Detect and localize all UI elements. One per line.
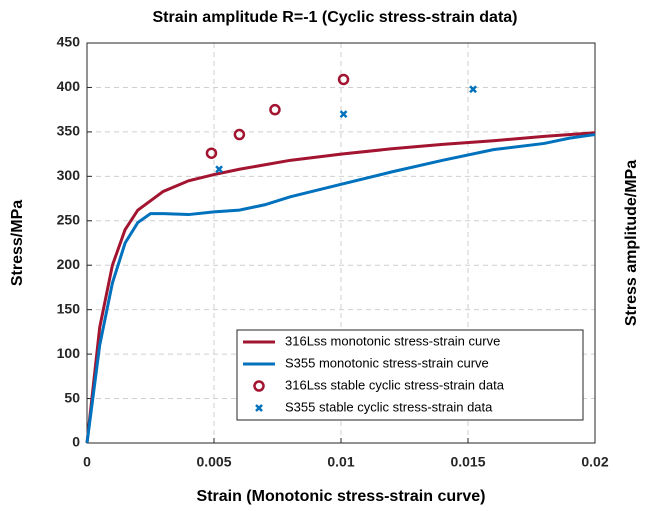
line [85,131,596,444]
x-tick-label: 0.015 [450,454,485,470]
y-tick-label: 450 [57,34,81,50]
marker [339,110,348,118]
y-tick-label: 0 [72,434,80,450]
legend-label: S355 stable cyclic stress-strain data [285,399,493,414]
line [85,133,596,444]
x-tick-label: 0 [83,454,91,470]
y-tick-label: 100 [57,345,81,361]
y-tick-label: 250 [57,211,81,227]
marker [205,147,218,159]
y-tick-label: 300 [57,167,81,183]
x-tick-label: 0.005 [196,454,231,470]
y-axis-label: Stress/MPa [9,200,26,286]
marker [337,73,350,86]
chart-title: Strain amplitude R=-1 (Cyclic stress-str… [153,9,518,26]
legend-swatch [255,404,263,412]
legend-label: 316Lss monotonic stress-strain curve [285,333,500,348]
x-tick-label: 0.01 [327,454,354,470]
legend-label: S355 monotonic stress-strain curve [285,355,489,370]
y-tick-label: 50 [64,389,80,405]
y-tick-label: 400 [57,78,81,94]
marker [469,85,477,94]
marker [215,165,223,174]
marker [233,128,246,141]
marker [269,103,281,116]
y-tick-label: 200 [57,256,81,272]
legend-swatch [253,380,265,392]
legend-box [236,329,584,421]
y-tick-label: 150 [57,300,81,316]
x-axis-label: Strain (Monotonic stress-strain curve) [197,488,486,505]
plot-frame [86,42,596,444]
x-tick-label: 0.02 [581,454,608,470]
y-tick-label: 350 [57,123,81,139]
legend-label: 316Lss stable cyclic stress-strain data [285,377,505,392]
y2-axis-label: Stress amplitude/MPa [623,160,640,326]
